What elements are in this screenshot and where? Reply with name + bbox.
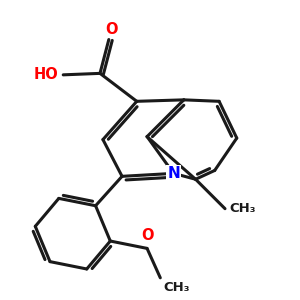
Text: N: N [167, 166, 180, 181]
Text: O: O [141, 227, 153, 242]
Text: O: O [106, 22, 118, 37]
Text: CH₃: CH₃ [230, 202, 256, 215]
Text: HO: HO [34, 67, 59, 82]
Text: CH₃: CH₃ [163, 281, 190, 294]
